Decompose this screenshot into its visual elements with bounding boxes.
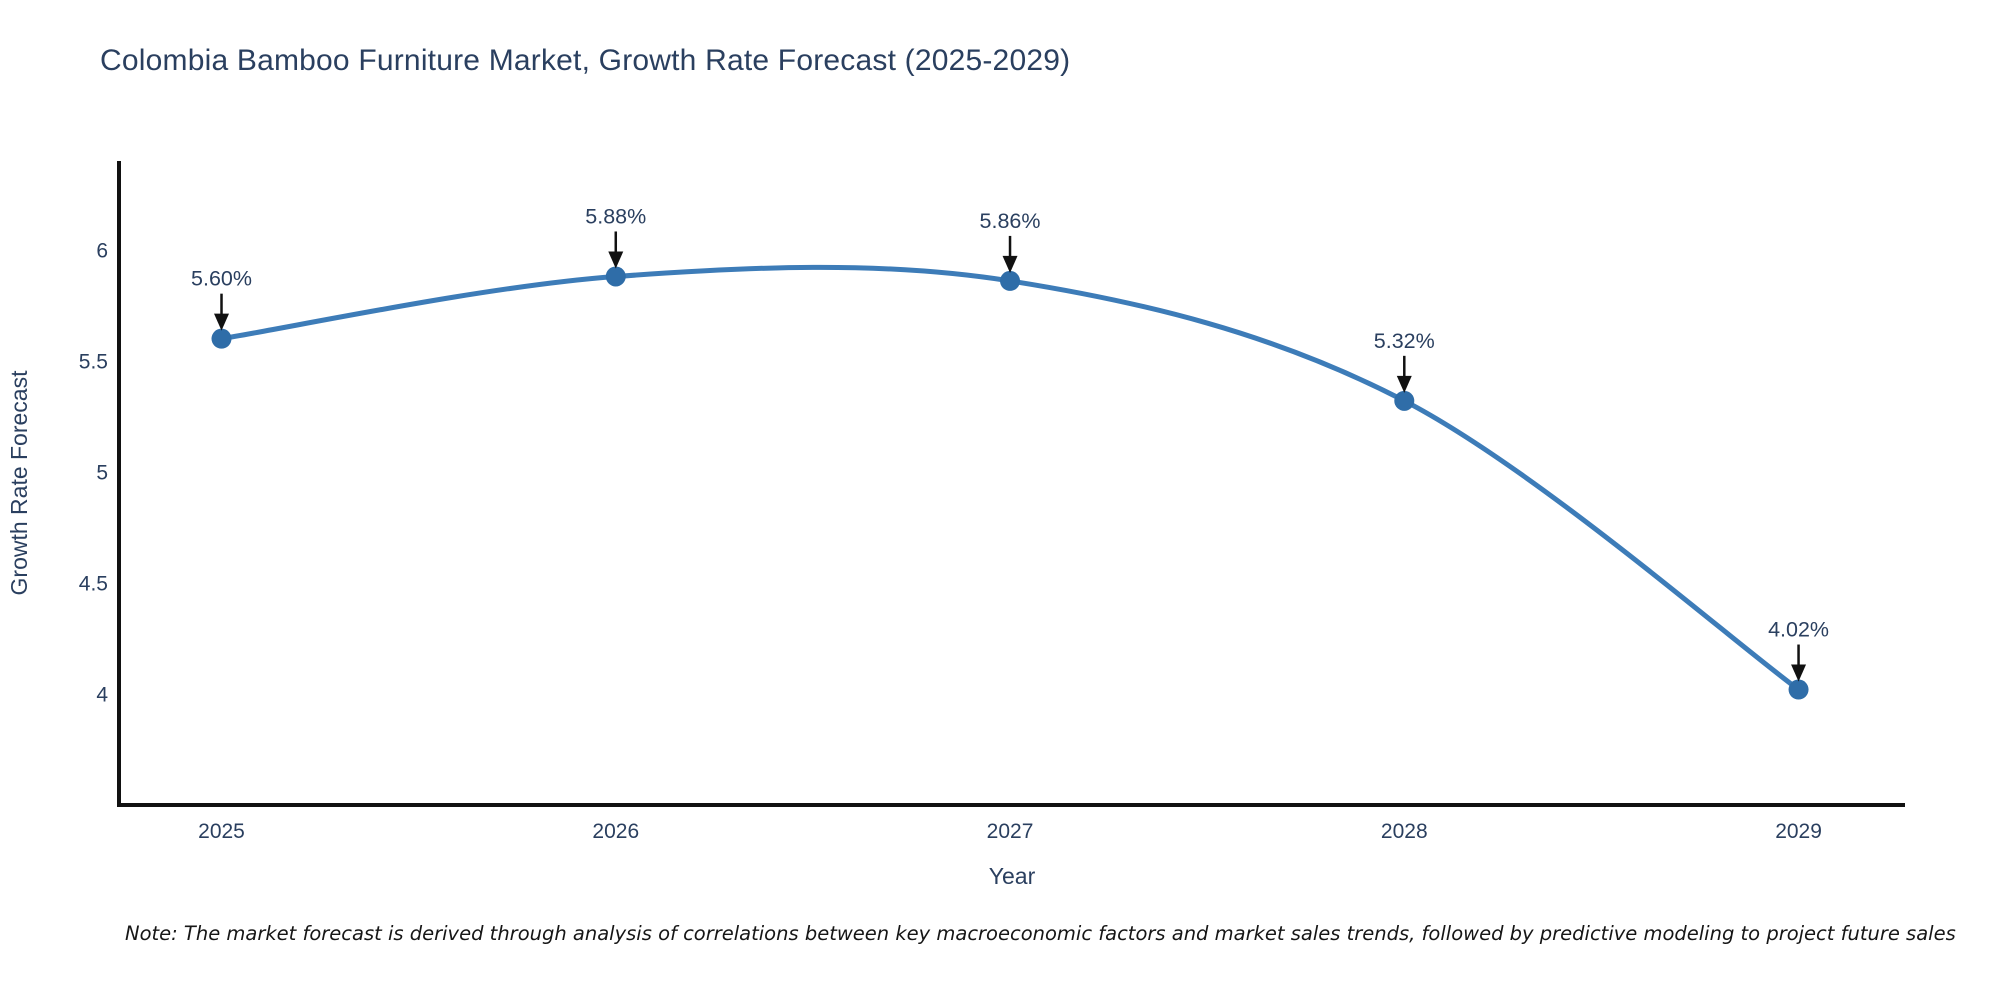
annotation-label: 5.60% <box>191 267 252 291</box>
data-point-marker <box>211 328 232 349</box>
data-point-marker <box>1788 679 1809 700</box>
y-tick-label: 6 <box>96 239 108 262</box>
annotation-arrowhead <box>608 251 624 269</box>
annotation-label: 5.32% <box>1374 329 1435 353</box>
chart-note: Note: The market forecast is derived thr… <box>125 922 1956 945</box>
annotation-arrowhead <box>1002 255 1018 273</box>
x-tick-label: 2026 <box>592 820 639 843</box>
y-tick-label: 5 <box>96 461 108 484</box>
y-tick-label: 4 <box>96 683 108 706</box>
data-point-marker <box>1394 390 1415 411</box>
annotation-label: 5.88% <box>585 204 646 228</box>
annotation-arrowhead <box>214 313 230 331</box>
chart-title: Colombia Bamboo Furniture Market, Growth… <box>100 44 1071 77</box>
y-tick-label: 4.5 <box>79 572 108 595</box>
data-point-marker <box>1000 270 1021 291</box>
data-point-marker <box>605 266 626 287</box>
x-tick-label: 2025 <box>198 820 245 843</box>
series-line <box>221 264 1800 692</box>
x-tick-label: 2029 <box>1775 820 1822 843</box>
x-tick-label: 2028 <box>1381 820 1428 843</box>
annotation-arrowhead <box>1791 664 1807 682</box>
x-axis-title: Year <box>989 863 1036 889</box>
y-axis-title: Growth Rate Forecast <box>6 370 32 596</box>
annotation-label: 4.02% <box>1768 618 1829 642</box>
annotation-label: 5.86% <box>980 209 1041 233</box>
annotation-arrowhead <box>1396 375 1412 393</box>
x-tick-label: 2027 <box>987 820 1034 843</box>
y-tick-label: 5.5 <box>79 350 108 373</box>
